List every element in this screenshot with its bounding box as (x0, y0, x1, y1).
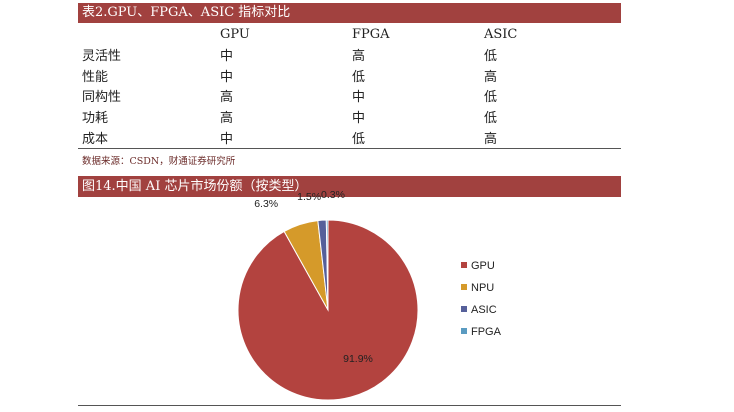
header-cell-fpga: FPGA (352, 26, 390, 42)
table-cell: 高 (484, 69, 498, 85)
pie-label-gpu: 91.9% (343, 353, 373, 365)
row-label: 性能 (82, 69, 109, 85)
pie-slice-fpga (325, 219, 329, 311)
table-cell: 低 (484, 111, 498, 127)
row-label: 功耗 (82, 111, 109, 127)
table-title-bar: 表2.GPU、FPGA、ASIC 指标对比 (78, 3, 621, 23)
table-cell: 低 (484, 48, 498, 64)
pie-label-asic: 1.5% (297, 191, 321, 203)
table-title: 表2.GPU、FPGA、ASIC 指标对比 (82, 5, 291, 20)
legend-label-fpga: FPGA (471, 326, 502, 338)
table-row: 性能 中 低 高 (78, 65, 621, 86)
figure-title: 图14.中国 AI 芯片市场份额（按类型） (82, 179, 308, 194)
table-cell: 中 (220, 69, 234, 85)
header-cell-asic: ASIC (484, 26, 518, 42)
legend-label-asic: ASIC (471, 304, 497, 316)
legend-swatch-gpu (461, 262, 467, 268)
table-row: 同构性 高 中 低 (78, 86, 621, 107)
table-cell: 中 (220, 48, 234, 64)
row-label: 同构性 (82, 90, 122, 106)
table-cell: 高 (220, 111, 234, 127)
table-cell: 低 (352, 69, 366, 85)
legend-swatch-asic (461, 306, 467, 312)
legend-label-npu: NPU (471, 282, 494, 294)
table-cell: 中 (352, 90, 366, 106)
bottom-rule (78, 405, 621, 406)
table-cell: 中 (220, 127, 352, 149)
row-label: 灵活性 (82, 48, 122, 64)
pie-label-fpga: 0.3% (321, 189, 345, 201)
table-cell: 高 (352, 48, 366, 64)
table-cell: 低 (484, 90, 498, 106)
legend-swatch-npu (461, 284, 467, 290)
row-label: 成本 (78, 127, 220, 149)
table-header-row: GPU FPGA ASIC (78, 24, 621, 44)
header-cell-gpu: GPU (220, 26, 250, 42)
table-source-note: 数据来源：CSDN，财通证券研究所 (82, 156, 236, 167)
table-row: 灵活性 中 高 低 (78, 44, 621, 65)
table-cell: 中 (352, 111, 366, 127)
pie-label-npu: 6.3% (254, 198, 278, 210)
table-row: 成本 中 低 高 (78, 127, 621, 149)
table-cell: 低 (352, 127, 484, 149)
figure-title-bar: 图14.中国 AI 芯片市场份额（按类型） (78, 176, 621, 197)
comparison-table: GPU FPGA ASIC 灵活性 中 高 低 性能 中 低 高 同构性 高 中… (78, 24, 621, 149)
table-row: 功耗 高 中 低 (78, 106, 621, 127)
table-cell: 高 (484, 127, 621, 149)
table-cell: 高 (220, 90, 234, 106)
legend-label-gpu: GPU (471, 260, 495, 272)
legend-swatch-fpga (461, 328, 467, 334)
